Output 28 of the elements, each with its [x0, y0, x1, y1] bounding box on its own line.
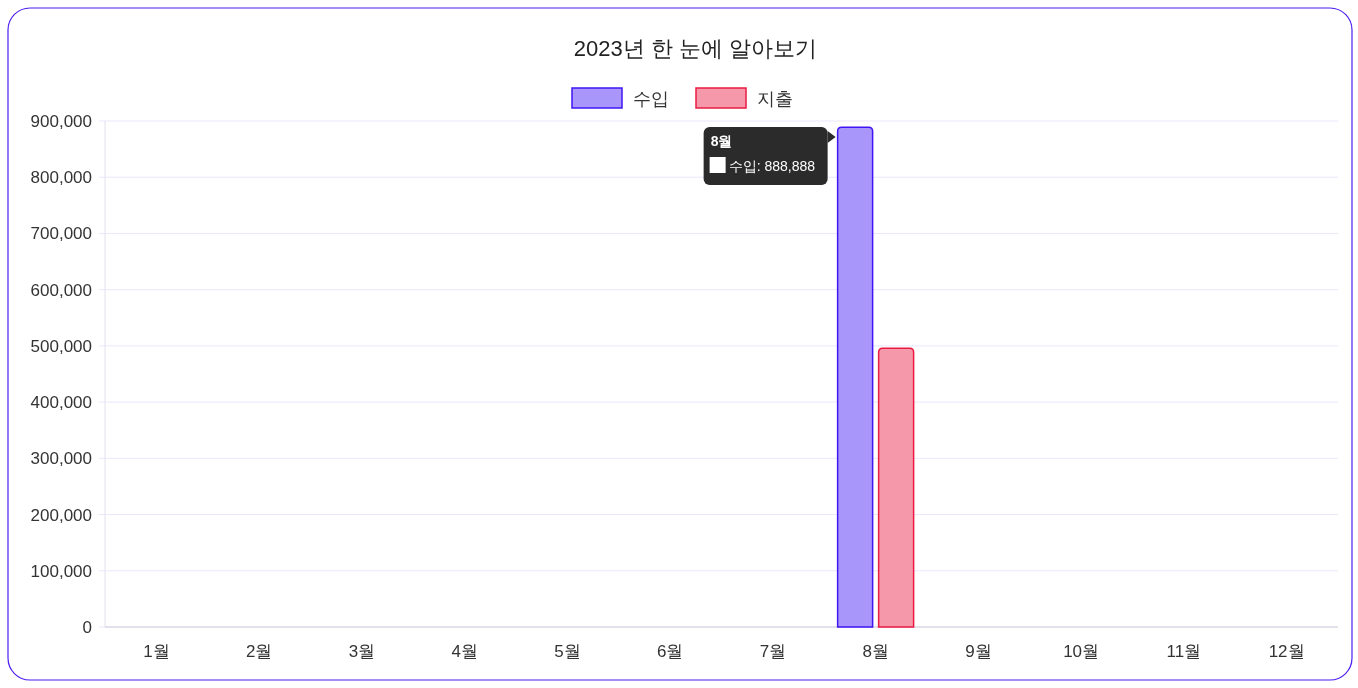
chart-title: 2023년 한 눈에 알아보기 — [573, 36, 818, 61]
x-tick-label: 5월 — [554, 642, 581, 661]
y-tick-label: 200,000 — [30, 505, 92, 525]
picture-tooltip: 8월 수입: 888,888 — [703, 127, 836, 185]
y-tick-label: 600,000 — [30, 280, 92, 300]
legend-label: 수입 — [633, 89, 669, 109]
x-tick-label: 12월 — [1268, 642, 1305, 661]
y-tick-label: 900,000 — [30, 112, 92, 131]
x-tick-label: 10월 — [1063, 642, 1100, 661]
x-tick-label: 2월 — [245, 642, 273, 661]
y-tick-label: 300,000 — [30, 449, 92, 469]
x-tick-label: 4월 — [451, 642, 478, 661]
x-tick-label: 3월 — [348, 642, 376, 661]
x-tick-label: 9월 — [965, 642, 992, 661]
x-tick-label: 11월 — [1166, 642, 1202, 661]
x-tick-label: 6월 — [656, 642, 684, 661]
x-tick-label: 8월 — [862, 642, 889, 661]
y-tick-label: 800,000 — [30, 168, 92, 188]
annotation: 수입: 888,888 — [728, 158, 816, 174]
x-tick-label: 7월 — [759, 642, 787, 661]
legend-label: 지출 — [757, 89, 793, 109]
annotation: 8월 — [710, 133, 733, 149]
y-tick-label: 100,000 — [30, 561, 92, 581]
y-tick-label: 500,000 — [30, 336, 92, 356]
y-tick-label: 0 — [82, 618, 92, 637]
y-tick-label: 400,000 — [30, 393, 92, 413]
x-tick-label: 1월 — [143, 642, 170, 661]
y-tick-label: 700,000 — [30, 224, 92, 244]
